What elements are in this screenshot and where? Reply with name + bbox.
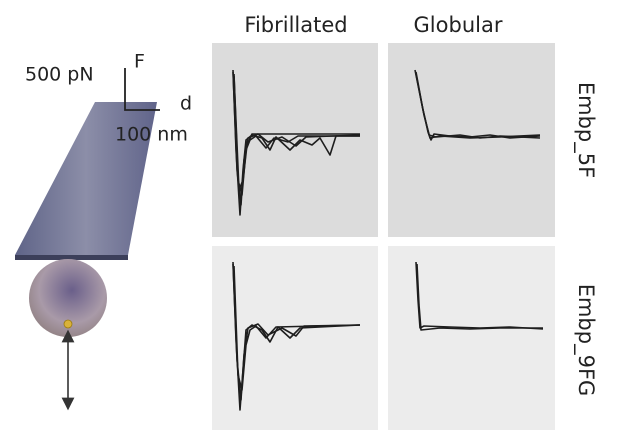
molecule — [63, 319, 73, 329]
force-axis-label: F — [134, 51, 145, 73]
force-curves — [414, 69, 541, 141]
distance-scale: 100 nm — [115, 124, 188, 146]
row-label: Embp_5F — [573, 82, 598, 178]
force-scale: 500 pN — [25, 64, 94, 86]
scale-bar — [124, 68, 160, 111]
cantilever — [15, 102, 157, 255]
column-header: Globular — [414, 13, 503, 37]
force-curves — [232, 69, 361, 216]
column-header: Fibrillated — [244, 13, 347, 37]
bead — [29, 259, 107, 337]
force-curves — [415, 261, 544, 331]
panel — [388, 43, 555, 237]
row-label: Embp_9FG — [573, 284, 598, 397]
plate — [15, 255, 128, 260]
distance-axis-label: d — [180, 93, 192, 115]
force-curves — [232, 261, 361, 411]
panel — [388, 246, 555, 430]
